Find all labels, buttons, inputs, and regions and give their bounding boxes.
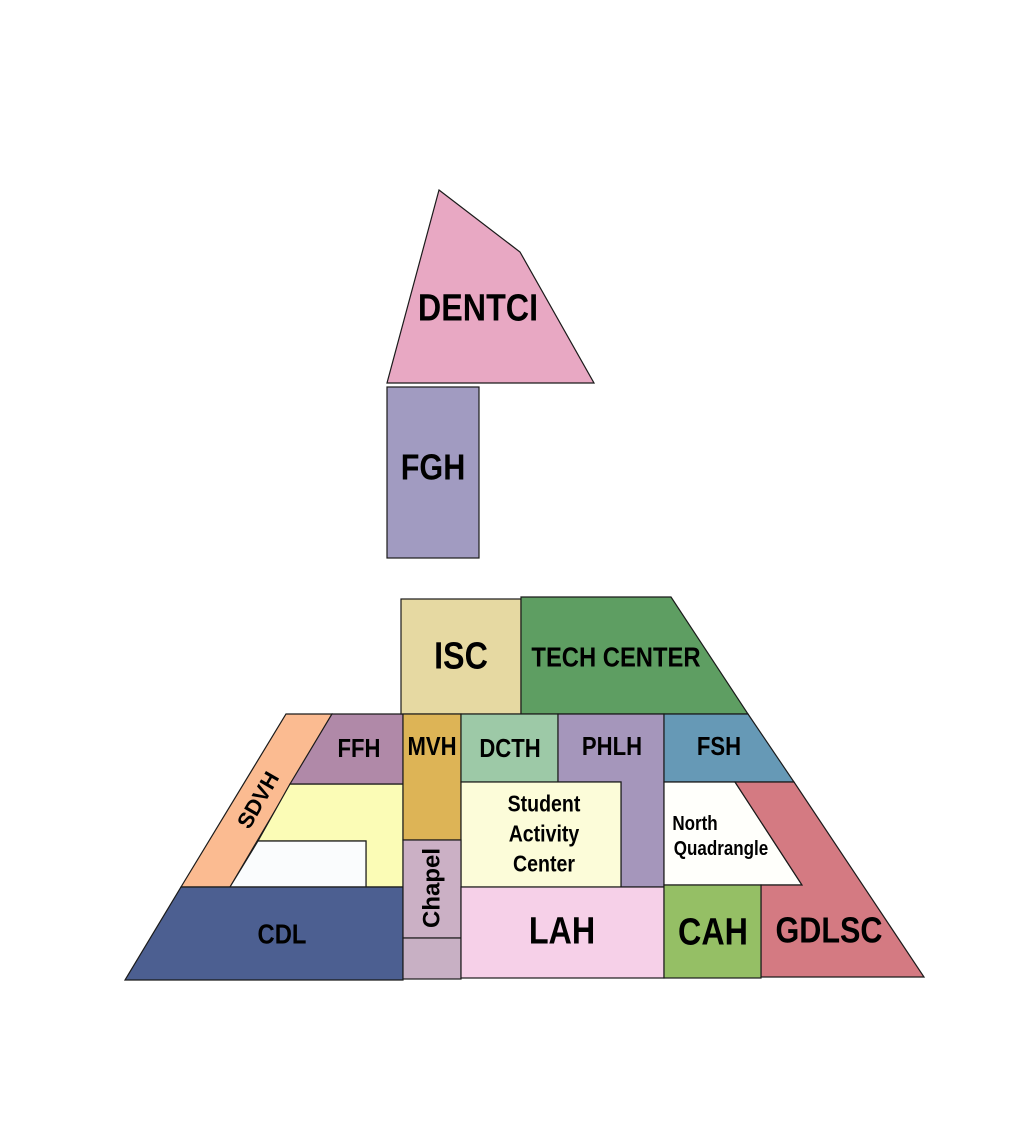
north-quadrangle[interactable]: North Quadrangle: [663, 781, 804, 886]
building-dentci-label: DENTCI: [418, 287, 538, 329]
building-mvh-shape: [402, 713, 462, 841]
north-quadrangle-label-line1: North: [672, 812, 717, 835]
building-sac-shape: [460, 781, 622, 888]
building-fsh-label: FSH: [697, 732, 741, 761]
building-tech-center[interactable]: TECH CENTER: [520, 596, 750, 715]
building-dcth[interactable]: DCTH: [460, 713, 559, 783]
building-sac-label-line1: Student: [508, 791, 581, 817]
building-tech-center-label: TECH CENTER: [531, 641, 700, 673]
building-gdlsc[interactable]: GDLSC: [733, 781, 926, 978]
building-cah-shape: [663, 884, 762, 979]
building-chapel[interactable]: Chapel: [402, 839, 462, 939]
building-fgh-shape: [386, 386, 480, 559]
building-dcth-label: DCTH: [479, 734, 540, 763]
building-ffh-label: FFH: [338, 734, 381, 763]
building-ffh[interactable]: FFH: [288, 713, 404, 785]
building-lah-label: LAH: [529, 910, 595, 952]
building-cah[interactable]: CAH: [663, 884, 762, 979]
building-dentci[interactable]: DENTCI: [386, 188, 596, 384]
building-sac-label-line2: Activity: [509, 821, 580, 847]
building-gdlsc-label: GDLSC: [775, 911, 882, 951]
building-sac-label-line3: Center: [513, 851, 575, 877]
building-fgh-label: FGH: [401, 448, 466, 488]
north-quadrangle-label-line2: Quadrangle: [674, 837, 768, 860]
building-dentci-shape: [386, 188, 596, 384]
building-chapel-label: Chapel: [419, 848, 446, 928]
building-chapel-shape: [402, 839, 462, 939]
building-cdl-shape: [123, 886, 404, 981]
building-student-activity-center[interactable]: Student Activity Center: [460, 781, 622, 888]
building-isc-label: ISC: [434, 635, 488, 677]
chapel-annex: [402, 937, 462, 980]
building-cdl-label: CDL: [258, 918, 307, 950]
building-fgh[interactable]: FGH: [386, 386, 480, 559]
building-cdl[interactable]: CDL: [123, 886, 404, 981]
building-lah-shape: [460, 886, 665, 979]
building-mvh-label: MVH: [407, 732, 456, 761]
building-mvh[interactable]: MVH: [402, 713, 462, 841]
building-phlh-label: PHLH: [582, 732, 642, 761]
building-lah[interactable]: LAH: [460, 886, 665, 979]
building-fsh[interactable]: FSH: [663, 713, 796, 783]
building-isc[interactable]: ISC: [400, 598, 522, 715]
building-cah-label: CAH: [678, 911, 748, 953]
